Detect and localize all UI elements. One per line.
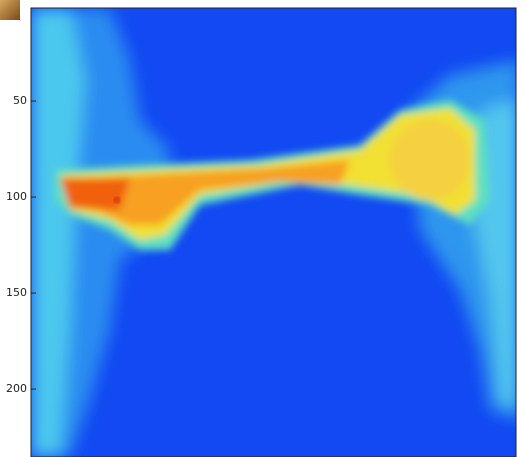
image — [31, 8, 520, 457]
y-tick-label: 100 — [6, 190, 27, 203]
y-tick-label: 150 — [6, 286, 27, 299]
figure: 50 100 150 200 — [0, 0, 525, 457]
y-tick-label: 200 — [6, 382, 27, 395]
window-icon — [0, 0, 20, 20]
y-tick-label: 50 — [13, 94, 27, 107]
page: 50100150200 (() => { const data = JSON.p… — [0, 0, 525, 457]
